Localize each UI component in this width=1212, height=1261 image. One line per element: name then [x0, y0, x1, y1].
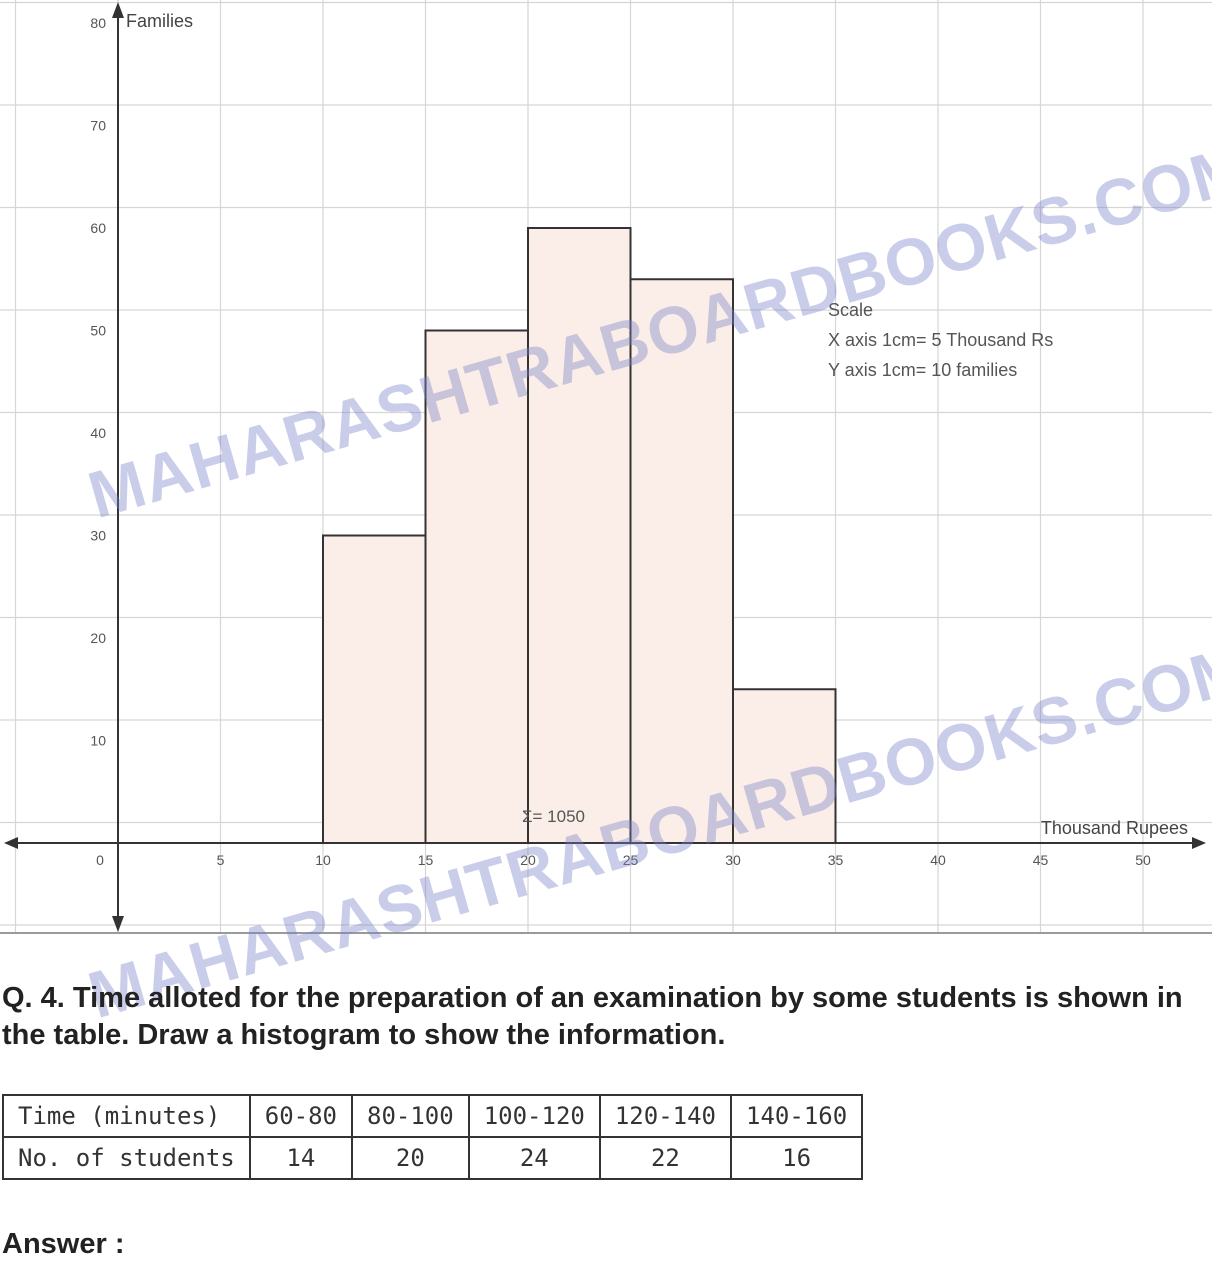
x-tick-label: 15 — [418, 852, 434, 868]
table-cell: 22 — [598, 1136, 733, 1180]
sum-label: Σ= 1050 — [522, 807, 585, 826]
y-tick-label: 60 — [90, 220, 106, 236]
histogram-bars — [322, 227, 837, 844]
table-cell: 80-100 — [351, 1094, 470, 1138]
table-cell: Time (minutes) — [2, 1094, 251, 1138]
x-axis-arrow-left — [4, 837, 18, 849]
scale-annotation: Scale X axis 1cm= 5 Thousand Rs Y axis 1… — [828, 300, 1053, 380]
table-row: Time (minutes) 60-80 80-100 100-120 120-… — [2, 1094, 864, 1138]
y-axis-arrow-down — [112, 916, 124, 932]
x-tick-label: 20 — [520, 852, 536, 868]
y-axis-arrow-up — [112, 2, 124, 18]
answer-label: Answer : — [2, 1228, 125, 1260]
x-axis-label: Thousand Rupees — [1041, 818, 1188, 838]
x-tick-label: 10 — [315, 852, 331, 868]
scale-x-note: X axis 1cm= 5 Thousand Rs — [828, 330, 1053, 350]
y-tick-label: 80 — [90, 15, 106, 31]
table-cell: 120-140 — [598, 1094, 733, 1138]
x-tick-label: 5 — [217, 852, 225, 868]
x-axis-arrow-right — [1192, 837, 1206, 849]
x-tick-label: 40 — [930, 852, 946, 868]
x-tick-label: 0 — [96, 852, 104, 868]
y-tick-label: 40 — [90, 425, 106, 441]
table-cell: 16 — [730, 1136, 864, 1180]
scale-y-note: Y axis 1cm= 10 families — [828, 360, 1017, 380]
table-cell: 24 — [467, 1136, 601, 1180]
data-table: Time (minutes) 60-80 80-100 100-120 120-… — [2, 1094, 864, 1180]
y-axis-label: Families — [126, 11, 193, 31]
table-cell: 100-120 — [467, 1094, 601, 1138]
question-text: Q. 4. Time alloted for the preparation o… — [2, 982, 1183, 1051]
histogram-bar — [424, 329, 529, 844]
histogram-chart: 0 5 10 15 20 25 30 35 40 45 50 10 20 30 40 50 60 70 80 Fam… — [0, 0, 1212, 934]
x-tick-label: 25 — [623, 852, 639, 868]
y-tick-label: 30 — [90, 528, 106, 544]
scale-title: Scale — [828, 300, 873, 320]
x-tick-label: 50 — [1135, 852, 1151, 868]
table-row: No. of students 14 20 24 22 16 — [2, 1136, 864, 1180]
y-tick-label: 70 — [90, 118, 106, 134]
y-tick-label: 10 — [90, 733, 106, 749]
table-cell: 20 — [351, 1136, 470, 1180]
tick-labels: 0 5 10 15 20 25 30 35 40 45 50 10 20 30 40 50 60 70 80 — [90, 15, 1151, 868]
y-tick-label: 50 — [90, 323, 106, 339]
histogram-bar — [732, 688, 837, 844]
table-cell: 14 — [248, 1136, 354, 1180]
x-tick-label: 35 — [828, 852, 844, 868]
y-tick-label: 20 — [90, 630, 106, 646]
histogram-bar — [629, 278, 734, 844]
table-cell: No. of students — [2, 1136, 251, 1180]
table-cell: 140-160 — [730, 1094, 864, 1138]
x-tick-label: 30 — [725, 852, 741, 868]
histogram-bar — [527, 227, 632, 844]
table-cell: 60-80 — [248, 1094, 354, 1138]
histogram-bar — [322, 534, 427, 844]
x-tick-label: 45 — [1033, 852, 1049, 868]
axes — [4, 2, 1206, 932]
